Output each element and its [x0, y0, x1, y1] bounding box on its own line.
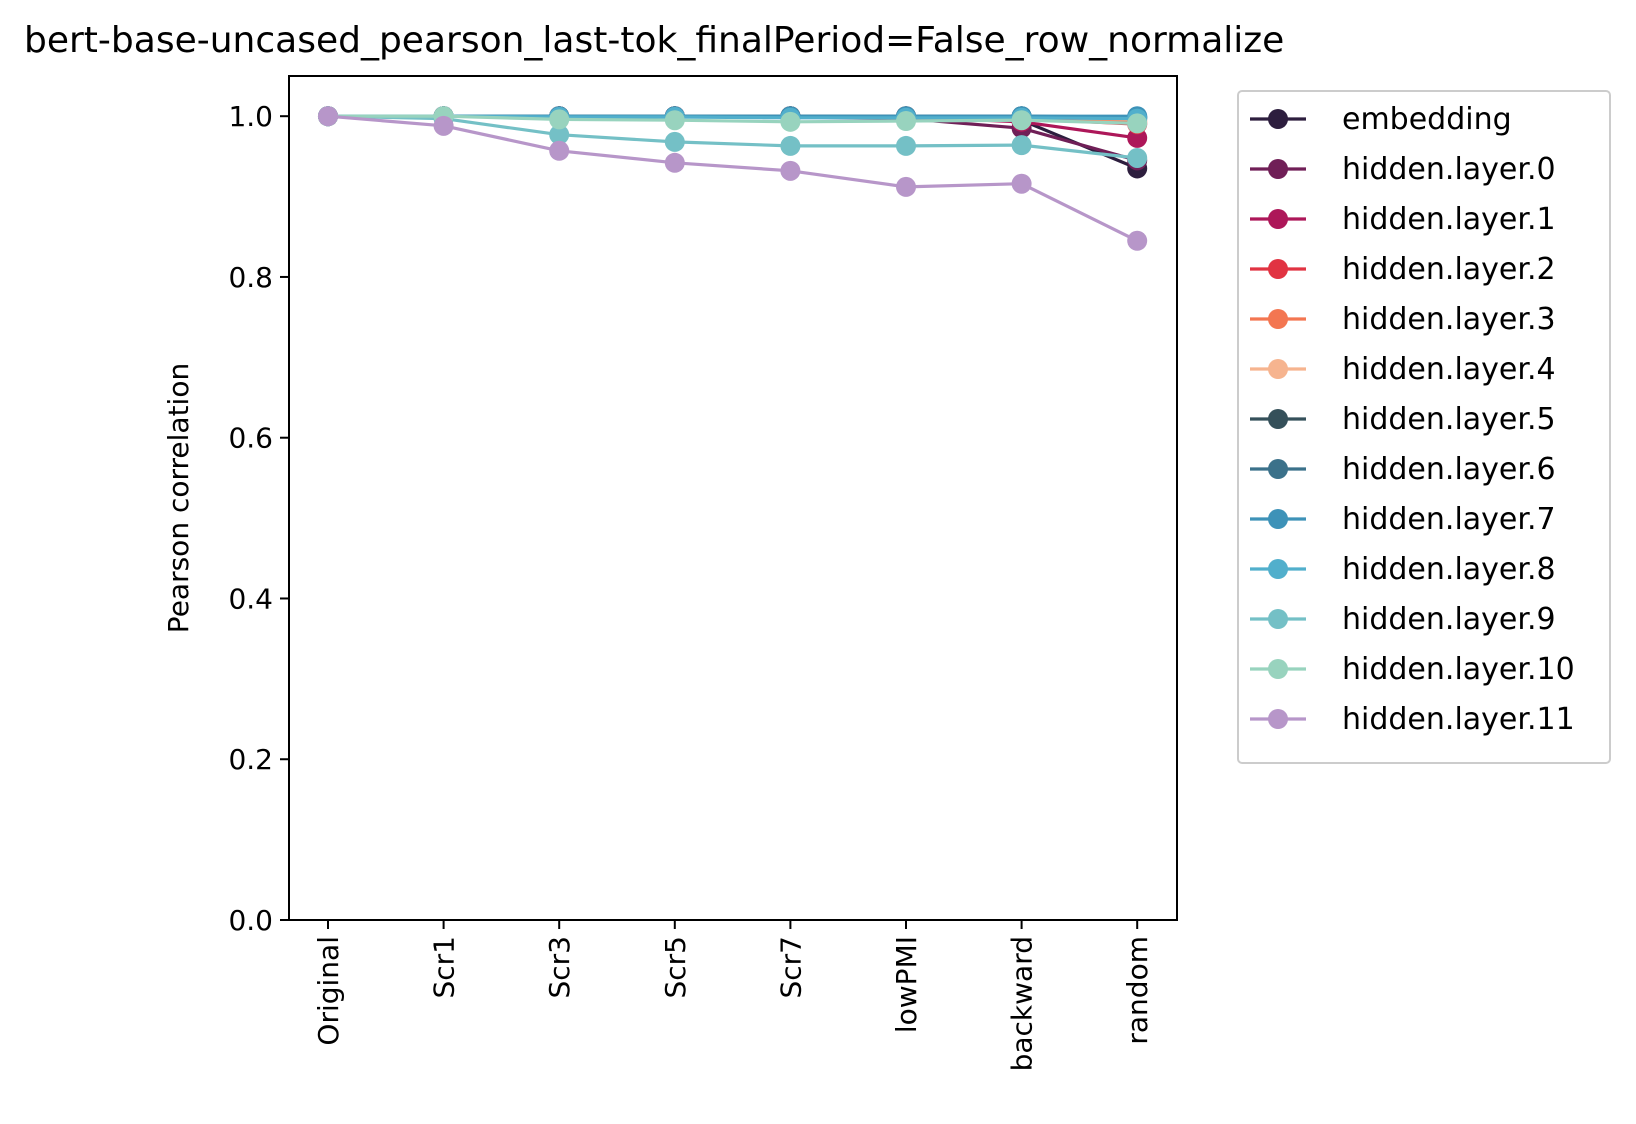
- legend-marker: [1268, 259, 1288, 279]
- legend-label: hidden.layer.7: [1342, 502, 1556, 537]
- legend-label: hidden.layer.8: [1342, 552, 1556, 587]
- legend-item: hidden.layer.9: [1250, 602, 1556, 637]
- y-tick-label: 0.0: [228, 904, 273, 937]
- y-tick-label: 1.0: [228, 100, 273, 133]
- legend-item: hidden.layer.2: [1250, 252, 1556, 287]
- y-axis: 0.0 0.2 0.4 0.6 0.8 1.0: [228, 100, 289, 937]
- legend-label: embedding: [1342, 102, 1512, 137]
- legend-label: hidden.layer.6: [1342, 452, 1556, 487]
- series-hidden.layer.11: [318, 106, 1148, 251]
- series-line: [327, 114, 1138, 160]
- data-point: [896, 135, 916, 156]
- y-axis-label: Pearson correlation: [162, 363, 195, 633]
- legend-marker: [1268, 459, 1288, 479]
- plot-area: [288, 75, 1178, 921]
- legend-label: hidden.layer.5: [1342, 402, 1556, 437]
- x-tick-label: backward: [1006, 936, 1039, 1071]
- legend-marker: [1268, 309, 1288, 329]
- legend-label: hidden.layer.10: [1342, 652, 1575, 687]
- legend-item: hidden.layer.10: [1250, 652, 1575, 687]
- x-tick-label: Original: [312, 936, 345, 1046]
- data-point: [549, 140, 570, 161]
- legend-item: hidden.layer.4: [1250, 352, 1556, 387]
- legend-marker: [1268, 409, 1288, 429]
- x-tick-label: random: [1121, 936, 1154, 1045]
- legend-item: hidden.layer.8: [1250, 552, 1556, 587]
- x-axis: Original Scr1 Scr3 Scr5 Scr7 lowPMI backward ra…: [312, 920, 1154, 1071]
- legend-item: hidden.layer.0: [1250, 152, 1556, 187]
- legend-marker: [1268, 109, 1288, 129]
- data-point: [896, 111, 916, 132]
- legend-marker: [1268, 159, 1288, 179]
- x-tick-label: lowPMI: [890, 936, 923, 1033]
- legend-label: hidden.layer.9: [1342, 602, 1556, 637]
- data-point: [1011, 110, 1032, 131]
- legend-item: hidden.layer.7: [1250, 502, 1556, 537]
- legend: embedding hidden.layer.0 hidden.layer.1 hid…: [1237, 90, 1611, 764]
- y-tick-label: 0.4: [228, 582, 273, 615]
- legend-label: hidden.layer.4: [1342, 352, 1556, 387]
- data-point: [1127, 113, 1148, 134]
- legend-marker: [1268, 559, 1288, 579]
- data-point: [780, 111, 801, 132]
- data-point: [664, 110, 685, 131]
- y-tick-label: 0.2: [228, 743, 273, 776]
- legend-item: embedding: [1250, 102, 1512, 137]
- data-point: [549, 109, 570, 130]
- data-point: [896, 176, 916, 197]
- data-point: [1127, 127, 1148, 148]
- legend-marker: [1268, 359, 1288, 379]
- data-point: [318, 106, 338, 127]
- series-line: [327, 114, 1138, 243]
- legend-item: hidden.layer.6: [1250, 452, 1556, 487]
- data-point: [1011, 173, 1032, 194]
- legend-marker: [1268, 609, 1288, 629]
- series-line: [328, 114, 1138, 125]
- x-tick-label: Scr3: [543, 936, 576, 999]
- chart-title: bert-base-uncased_pearson_last-tok_final…: [24, 20, 1284, 61]
- plot-frame: [288, 75, 1178, 921]
- x-tick-label: Scr7: [774, 936, 807, 999]
- x-tick-label: Scr1: [428, 936, 461, 999]
- legend-marker: [1268, 209, 1288, 229]
- legend-item: hidden.layer.1: [1250, 202, 1556, 237]
- legend-label: hidden.layer.1: [1342, 202, 1556, 237]
- legend-marker: [1268, 659, 1288, 679]
- legend-box: [1237, 90, 1611, 764]
- data-point: [780, 160, 801, 181]
- legend-item: hidden.layer.3: [1250, 302, 1556, 337]
- legend-label: hidden.layer.2: [1342, 252, 1556, 287]
- legend-item: hidden.layer.11: [1250, 702, 1575, 737]
- legend-label: hidden.layer.11: [1342, 702, 1575, 737]
- data-point: [664, 152, 685, 173]
- data-point: [780, 135, 801, 156]
- y-tick-label: 0.8: [228, 261, 273, 294]
- legend-item: hidden.layer.5: [1250, 402, 1556, 437]
- data-point: [664, 131, 685, 152]
- data-point: [1127, 147, 1148, 168]
- x-tick-label: Scr5: [659, 936, 692, 999]
- y-tick-label: 0.6: [228, 422, 273, 455]
- legend-label: hidden.layer.3: [1342, 302, 1556, 337]
- legend-marker: [1268, 709, 1288, 729]
- legend-marker: [1268, 509, 1288, 529]
- data-point: [549, 124, 570, 145]
- data-point: [433, 115, 454, 136]
- legend-label: hidden.layer.0: [1342, 152, 1556, 187]
- data-point: [1011, 135, 1032, 156]
- data-point: [1127, 230, 1148, 251]
